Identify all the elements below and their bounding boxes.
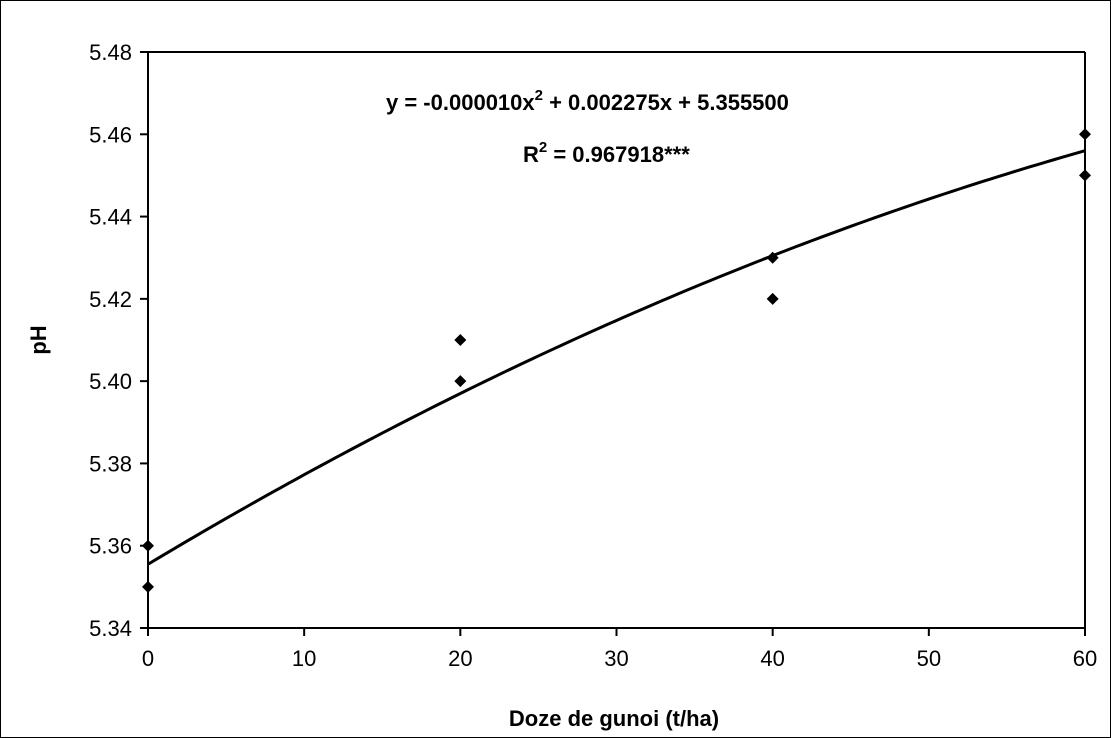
- equation-label: y = -0.000010x2 + 0.002275x + 5.355500: [386, 87, 789, 115]
- y-tick-label: 5.46: [89, 122, 132, 147]
- y-tick-label: 5.36: [89, 534, 132, 559]
- data-point-marker: [454, 375, 467, 388]
- data-point-marker: [1079, 169, 1091, 182]
- data-point-marker: [766, 292, 779, 305]
- y-tick-label: 5.40: [89, 369, 132, 394]
- data-points: [142, 128, 1091, 593]
- data-point-marker: [766, 251, 779, 264]
- x-tick-group: 0 10 20 30 40 50 60: [142, 628, 1097, 671]
- y-axis-title: pH: [26, 325, 51, 354]
- x-tick-label: 0: [142, 646, 154, 671]
- data-point-marker: [142, 580, 154, 593]
- x-tick-label: 50: [917, 646, 941, 671]
- x-axis-title: Doze de gunoi (t/ha): [509, 706, 719, 731]
- x-tick-label: 30: [604, 646, 628, 671]
- data-point-marker: [454, 334, 467, 346]
- plot-area: 5.34 5.36 5.38 5.40 5.42 5.44 5.46 5.48 0 10 20 30…: [89, 40, 1097, 671]
- y-tick-label: 5.42: [89, 287, 132, 312]
- y-tick-label: 5.38: [89, 451, 132, 476]
- data-point-marker: [1079, 128, 1091, 141]
- x-tick-label: 10: [292, 646, 316, 671]
- y-tick-label: 5.48: [89, 40, 132, 65]
- x-tick-label: 40: [760, 646, 784, 671]
- r-squared-label: R2 = 0.967918***: [523, 139, 690, 167]
- x-tick-label: 60: [1073, 646, 1097, 671]
- y-tick-group: 5.34 5.36 5.38 5.40 5.42 5.44 5.46 5.48: [89, 40, 148, 641]
- x-tick-label: 20: [448, 646, 472, 671]
- data-point-marker: [142, 539, 154, 552]
- y-tick-label: 5.34: [89, 616, 132, 641]
- trendline: [147, 149, 1086, 566]
- y-tick-label: 5.44: [89, 205, 132, 230]
